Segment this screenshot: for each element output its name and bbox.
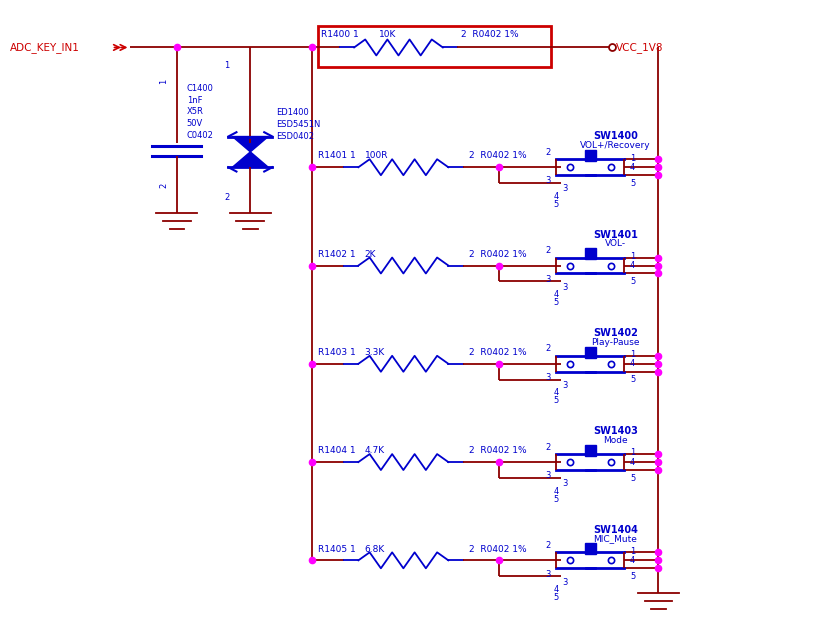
Text: 3: 3: [545, 275, 550, 284]
Text: R1400 1: R1400 1: [321, 30, 359, 39]
Text: 5: 5: [554, 298, 559, 307]
Text: R1401 1: R1401 1: [318, 151, 355, 160]
Text: 2  R0402 1%: 2 R0402 1%: [461, 30, 518, 39]
Text: 2: 2: [159, 183, 168, 188]
Text: VCC_1V8: VCC_1V8: [616, 42, 663, 53]
Text: 3: 3: [562, 381, 568, 390]
Text: 1: 1: [159, 78, 168, 84]
Text: 5: 5: [630, 179, 635, 188]
Text: 2: 2: [545, 344, 550, 354]
Text: SW1403: SW1403: [593, 426, 638, 436]
Text: 3.3K: 3.3K: [364, 348, 385, 357]
Text: 1: 1: [630, 449, 635, 457]
Text: 2  R0402 1%: 2 R0402 1%: [469, 250, 527, 259]
Text: 5: 5: [554, 593, 559, 602]
Text: 2  R0402 1%: 2 R0402 1%: [469, 151, 527, 160]
Text: Play-Pause: Play-Pause: [591, 337, 640, 347]
Text: 5: 5: [630, 277, 635, 286]
Text: 4: 4: [554, 290, 559, 299]
Text: 10K: 10K: [378, 30, 396, 39]
Text: 1: 1: [630, 252, 635, 261]
Text: 3: 3: [562, 184, 568, 193]
Text: R1403 1: R1403 1: [318, 348, 355, 357]
Text: 5: 5: [554, 495, 559, 503]
Bar: [585, 150, 596, 161]
Text: 3: 3: [545, 471, 550, 480]
Text: Mode: Mode: [603, 436, 627, 445]
Text: 5: 5: [630, 572, 635, 581]
Text: SW1404: SW1404: [593, 524, 638, 534]
Bar: [585, 543, 596, 554]
Text: 4: 4: [630, 359, 635, 368]
Text: 4.7K: 4.7K: [364, 446, 385, 455]
Text: 4: 4: [630, 163, 635, 172]
Text: 1: 1: [630, 547, 635, 556]
Bar: [318, 26, 550, 67]
Text: R1404 1: R1404 1: [318, 446, 355, 455]
Text: 4: 4: [554, 388, 559, 397]
Text: 3: 3: [545, 176, 550, 186]
Text: 3: 3: [545, 373, 550, 382]
Text: 4: 4: [554, 192, 559, 201]
Text: VOL-: VOL-: [604, 239, 626, 248]
Text: 3: 3: [562, 283, 568, 292]
Text: 2: 2: [545, 442, 550, 452]
Polygon shape: [233, 152, 269, 167]
Bar: [585, 248, 596, 259]
Text: 2  R0402 1%: 2 R0402 1%: [469, 446, 527, 455]
Text: SW1401: SW1401: [593, 230, 638, 240]
Text: C1400
1nF
X5R
50V
C0402: C1400 1nF X5R 50V C0402: [187, 84, 214, 140]
Text: 6.8K: 6.8K: [364, 545, 385, 553]
Text: MIC_Mute: MIC_Mute: [593, 534, 637, 543]
Text: 3: 3: [562, 578, 568, 587]
Text: 3: 3: [545, 569, 550, 579]
Text: 2: 2: [545, 541, 550, 550]
Text: 1: 1: [224, 61, 229, 70]
Bar: [585, 445, 596, 456]
Text: 5: 5: [630, 474, 635, 482]
Text: 4: 4: [554, 585, 559, 594]
Text: 1: 1: [630, 154, 635, 162]
Text: SW1402: SW1402: [593, 328, 638, 338]
Text: R1402 1: R1402 1: [318, 250, 355, 259]
Text: 4: 4: [554, 487, 559, 495]
Text: R1405 1: R1405 1: [318, 545, 355, 553]
Text: 2K: 2K: [364, 250, 376, 259]
Text: 100R: 100R: [364, 151, 388, 160]
Polygon shape: [233, 136, 269, 152]
Text: ADC_KEY_IN1: ADC_KEY_IN1: [10, 42, 79, 53]
Text: 5: 5: [630, 376, 635, 384]
Bar: [585, 347, 596, 358]
Text: 2: 2: [545, 246, 550, 255]
Text: 4: 4: [630, 458, 635, 466]
Text: SW1400: SW1400: [593, 131, 638, 141]
Text: 2  R0402 1%: 2 R0402 1%: [469, 348, 527, 357]
Text: VOL+/Recovery: VOL+/Recovery: [580, 141, 650, 150]
Text: 1: 1: [630, 350, 635, 359]
Text: 2: 2: [224, 194, 229, 202]
Text: 4: 4: [630, 261, 635, 270]
Text: 2  R0402 1%: 2 R0402 1%: [469, 545, 527, 553]
Text: 2: 2: [545, 148, 550, 157]
Text: 4: 4: [630, 556, 635, 565]
Text: 5: 5: [554, 200, 559, 209]
Text: 5: 5: [554, 396, 559, 405]
Text: 3: 3: [562, 479, 568, 488]
Text: ED1400
ESD5451N
ESD0402: ED1400 ESD5451N ESD0402: [277, 108, 321, 141]
